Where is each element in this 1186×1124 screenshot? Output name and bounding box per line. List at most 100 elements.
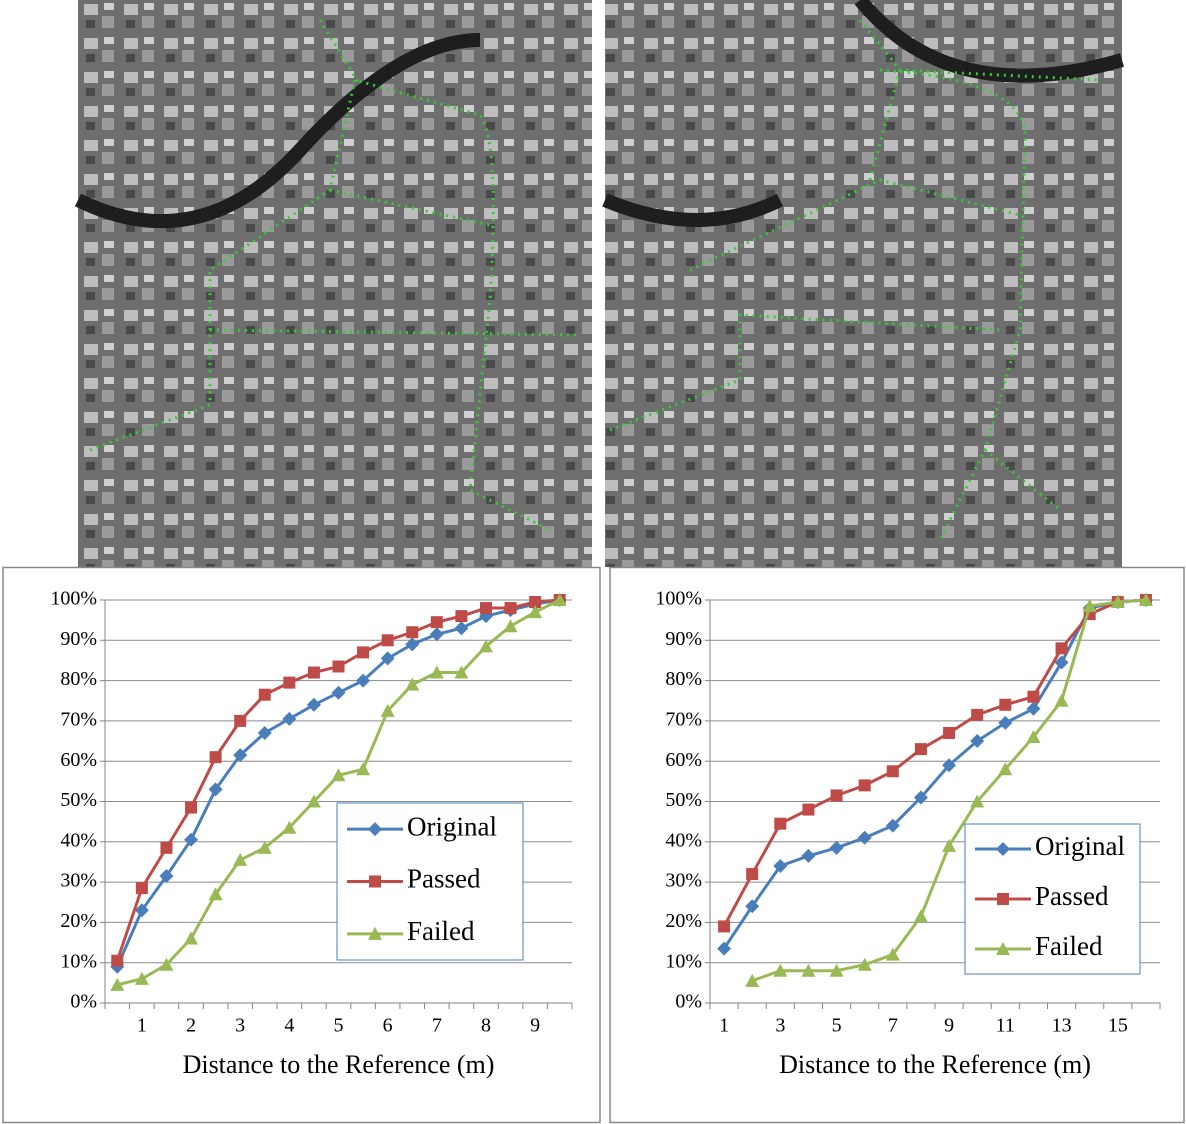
marker-square <box>283 676 296 689</box>
marker-triangle <box>829 963 844 977</box>
marker-diamond <box>159 869 174 884</box>
marker-triangle <box>996 942 1010 955</box>
marker-square <box>258 688 271 701</box>
x-tick-label: 7 <box>888 1015 898 1037</box>
marker-diamond <box>184 832 199 847</box>
marker-square <box>455 610 468 623</box>
marker-triangle <box>970 794 985 808</box>
x-tick-label: 3 <box>775 1015 785 1037</box>
x-axis-title: Distance to the Reference (m) <box>183 1050 495 1079</box>
y-tick-label: 90% <box>665 628 702 650</box>
x-tick-label: 1 <box>137 1015 147 1037</box>
y-tick-label: 0% <box>675 991 702 1013</box>
x-tick-label: 9 <box>530 1015 540 1037</box>
marker-square <box>332 660 345 673</box>
marker-diamond <box>257 725 272 740</box>
series-line <box>722 598 1147 928</box>
marker-diamond <box>885 818 900 833</box>
legend-label: Failed <box>1035 931 1103 961</box>
marker-triangle <box>1054 693 1069 707</box>
y-tick-label: 80% <box>60 668 97 690</box>
marker-triangle <box>233 852 248 866</box>
marker-diamond <box>913 790 928 805</box>
marker-square <box>307 666 320 679</box>
y-tick-label: 20% <box>665 910 702 932</box>
marker-triangle <box>478 639 493 653</box>
series-line <box>722 598 1147 950</box>
marker-diamond <box>233 748 248 763</box>
marker-diamond <box>380 651 395 666</box>
y-tick-label: 0% <box>70 991 97 1013</box>
x-tick-label: 6 <box>383 1015 393 1037</box>
y-tick-label: 70% <box>60 708 97 730</box>
marker-square <box>999 698 1012 711</box>
y-tick-label: 40% <box>665 829 702 851</box>
marker-square <box>369 875 381 888</box>
legend-label: Original <box>407 811 497 841</box>
marker-diamond <box>717 941 732 956</box>
marker-square <box>430 616 443 629</box>
marker-triangle <box>998 762 1013 776</box>
marker-triangle <box>257 840 272 854</box>
marker-triangle <box>552 593 567 606</box>
marker-diamond <box>331 685 346 700</box>
y-tick-label: 10% <box>60 950 97 972</box>
marker-triangle <box>1110 595 1125 609</box>
marker-triangle <box>208 887 223 901</box>
marker-diamond <box>745 899 760 914</box>
marker-square <box>209 751 222 764</box>
marker-triangle <box>429 665 444 679</box>
marker-square <box>135 882 148 895</box>
x-tick-label: 4 <box>284 1015 294 1037</box>
marker-triangle <box>134 971 149 985</box>
marker-triangle <box>282 820 297 834</box>
legend-label: Failed <box>407 916 475 946</box>
marker-triangle <box>913 909 928 923</box>
marker-diamond <box>405 637 420 652</box>
x-tick-label: 1 <box>719 1015 729 1037</box>
y-tick-label: 50% <box>60 789 97 811</box>
y-tick-label: 90% <box>60 628 97 650</box>
marker-square <box>479 602 492 615</box>
marker-triangle <box>857 957 872 971</box>
marker-diamond <box>429 627 444 642</box>
marker-square <box>943 726 956 739</box>
marker-square <box>802 803 815 816</box>
x-tick-label: 9 <box>944 1015 954 1037</box>
marker-diamond <box>368 822 382 837</box>
y-tick-label: 100% <box>50 588 97 610</box>
marker-triangle <box>184 931 199 945</box>
legend-label: Passed <box>1035 881 1109 911</box>
marker-diamond <box>134 903 149 918</box>
marker-square <box>858 779 871 792</box>
marker-triangle <box>801 963 816 977</box>
y-tick-label: 80% <box>665 668 702 690</box>
marker-triangle <box>1138 593 1153 606</box>
aerial-image-left <box>74 0 592 567</box>
marker-triangle <box>331 768 346 782</box>
marker-triangle <box>110 977 125 991</box>
marker-square <box>886 765 899 778</box>
marker-triangle <box>1082 599 1097 613</box>
marker-diamond <box>970 734 985 749</box>
marker-triangle <box>942 838 957 852</box>
marker-diamond <box>282 711 297 726</box>
marker-diamond <box>773 858 788 873</box>
marker-diamond <box>356 673 371 688</box>
marker-square <box>718 920 731 933</box>
y-tick-label: 10% <box>665 950 702 972</box>
marker-triangle <box>885 947 900 961</box>
marker-diamond <box>1026 701 1041 716</box>
x-tick-label: 7 <box>432 1015 442 1037</box>
marker-square <box>746 868 759 881</box>
x-tick-label: 2 <box>186 1015 196 1037</box>
x-tick-label: 8 <box>481 1015 491 1037</box>
y-tick-label: 40% <box>60 829 97 851</box>
marker-triangle <box>528 605 543 619</box>
marker-diamond <box>996 842 1010 856</box>
marker-diamond <box>857 830 872 845</box>
x-axis-title: Distance to the Reference (m) <box>779 1050 1091 1079</box>
marker-triangle <box>503 619 518 633</box>
legend-label: Passed <box>407 864 481 894</box>
y-tick-label: 30% <box>665 870 702 892</box>
